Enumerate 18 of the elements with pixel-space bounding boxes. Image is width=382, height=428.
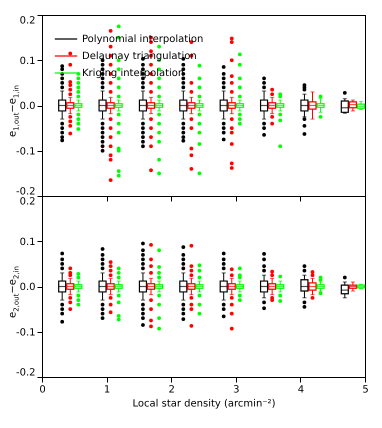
y-tick-label: -0.1 bbox=[16, 146, 36, 158]
x-tick-label: 2 bbox=[168, 384, 175, 396]
y-tick-label: 0.1 bbox=[20, 56, 36, 67]
x-tick-label: 3 bbox=[233, 384, 240, 396]
y-tick-label: 0.0 bbox=[20, 101, 36, 112]
y-tick-label: 0.2 bbox=[20, 196, 36, 208]
y-tick-label: -0.1 bbox=[16, 327, 36, 338]
y-tick-label: -0.2 bbox=[16, 368, 36, 378]
y-tick-label: 0.0 bbox=[20, 282, 36, 293]
x-tick-label: 4 bbox=[298, 384, 304, 396]
x-tick-label: 5 bbox=[362, 384, 369, 396]
legend-label: Polynomial interpolation bbox=[82, 34, 204, 45]
y-tick-label: 0.2 bbox=[20, 16, 36, 26]
x-tick-label: 0 bbox=[39, 384, 46, 396]
x-tick-label: 1 bbox=[104, 384, 110, 396]
y-tick-label: -0.2 bbox=[16, 186, 36, 198]
y-tick-label: 0.1 bbox=[20, 236, 36, 248]
x-axis-title: Local star density (arcmin⁻²) bbox=[132, 398, 276, 410]
